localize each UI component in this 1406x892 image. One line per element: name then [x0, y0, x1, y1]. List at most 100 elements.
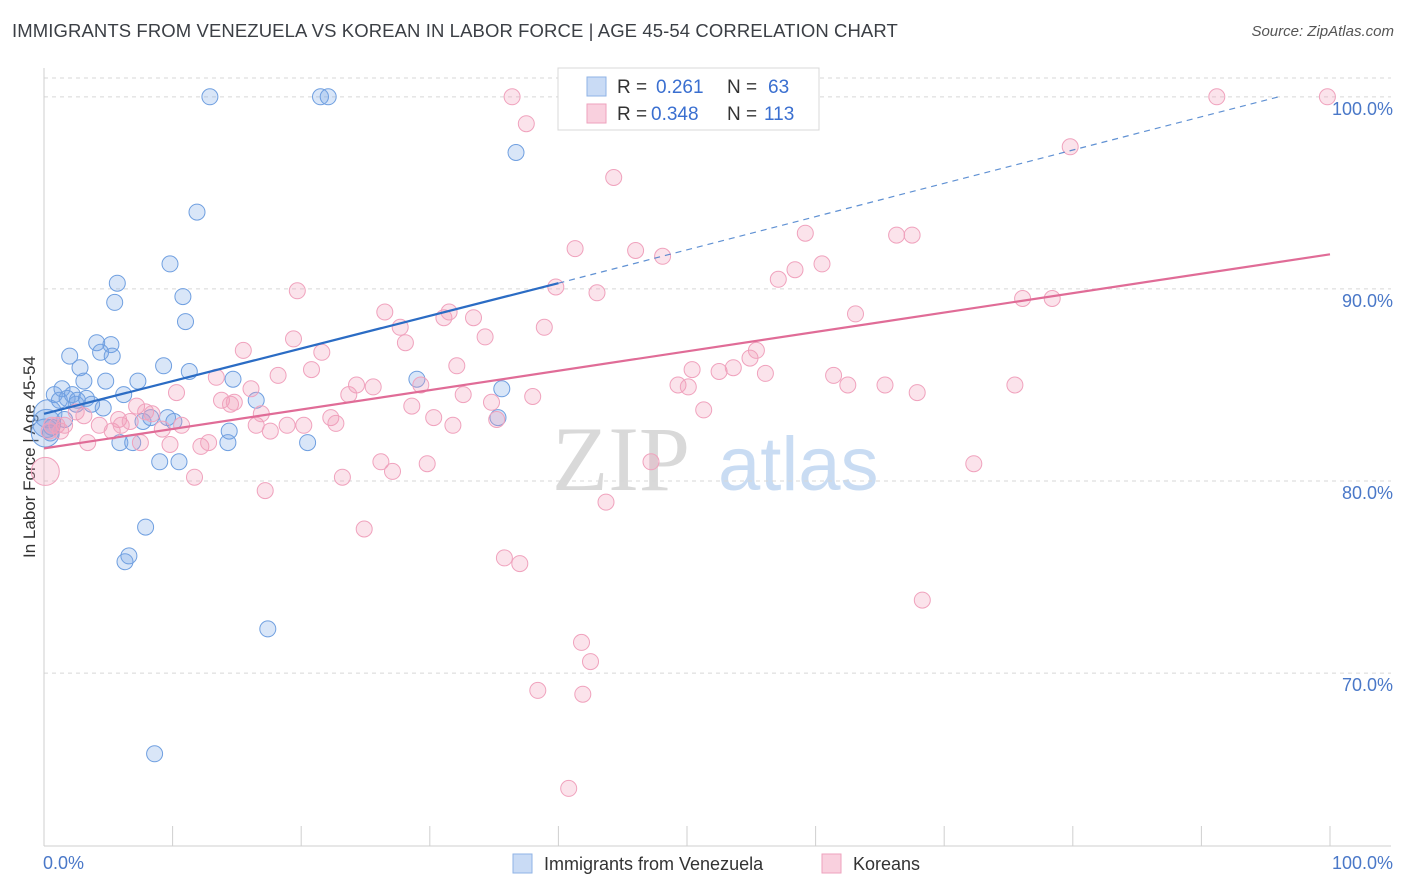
korean-point: [242, 380, 260, 398]
korean-point: [839, 376, 857, 394]
bottom-legend-swatch-korean: [821, 853, 842, 874]
korean-point: [372, 453, 390, 471]
korean-point: [285, 330, 302, 348]
y-tick-label: 90.0%: [1342, 291, 1393, 311]
y-axis-title: In Labor Force | Age 45-54: [20, 356, 39, 558]
korean-point: [128, 397, 146, 415]
korean-point: [495, 549, 513, 567]
legend-n-value-venezuela: 63: [768, 77, 789, 98]
venezuela-point: [53, 380, 71, 398]
korean-point: [30, 456, 60, 486]
venezuela-point: [174, 288, 192, 306]
korean-point: [605, 169, 623, 186]
y-tick-label: 70.0%: [1342, 675, 1393, 695]
korean-point: [1061, 138, 1079, 156]
top-legend: R = 0.261 N = 63 R = 0.348 N = 113: [557, 67, 820, 131]
korean-point: [425, 409, 443, 427]
korean-point: [261, 422, 279, 440]
korean-point: [192, 437, 210, 455]
y-tick-label: 100.0%: [1332, 99, 1393, 119]
legend-n-label-korean: N =: [727, 104, 757, 125]
korean-point: [710, 363, 728, 380]
korean-point: [769, 270, 787, 288]
korean-point: [412, 376, 430, 394]
venezuela-point: [120, 547, 138, 565]
venezuela-point: [108, 274, 126, 292]
korean-point: [1208, 88, 1226, 106]
y-tick-labels: 70.0% 80.0% 90.0% 100.0%: [1332, 99, 1393, 695]
korean-point: [517, 115, 535, 133]
korean-point: [483, 393, 500, 411]
korean-point: [756, 364, 774, 382]
korean-point: [225, 393, 243, 411]
korean-point: [454, 386, 472, 404]
venezuela-point: [61, 347, 79, 365]
korean-point: [511, 555, 529, 573]
venezuela-point: [299, 434, 317, 452]
x-ticks: [43, 826, 1331, 846]
korean-point: [813, 255, 831, 273]
korean-point: [295, 416, 313, 434]
korean-point: [524, 388, 542, 405]
korean-point: [1006, 376, 1024, 394]
korean-point: [965, 455, 983, 473]
korean-point: [200, 434, 218, 452]
korean-point: [168, 384, 185, 402]
korean-point: [654, 247, 672, 265]
bottom-legend-swatch-venezuela: [512, 853, 533, 874]
korean-point: [355, 520, 373, 538]
bottom-legend-label-venezuela: Immigrants from Venezuela: [544, 854, 764, 874]
bottom-legend-label-korean: Koreans: [853, 854, 920, 874]
venezuela-point: [201, 88, 219, 106]
korean-point: [448, 357, 466, 375]
korean-point: [465, 309, 482, 327]
korean-point: [313, 343, 331, 361]
venezuela-point: [75, 372, 93, 390]
korean-point: [503, 88, 521, 106]
korean-point: [186, 468, 203, 486]
venezuela-point: [146, 745, 164, 763]
korean-point: [679, 378, 697, 396]
y-tick-label: 80.0%: [1342, 483, 1393, 503]
watermark-zip: ZIP: [552, 408, 690, 510]
korean-point: [256, 482, 274, 500]
venezuela-point: [493, 380, 511, 398]
venezuela-point: [129, 372, 147, 390]
source-label: Source: ZipAtlas.com: [1251, 23, 1394, 40]
korean-point: [303, 361, 320, 379]
korean-point: [547, 278, 565, 296]
trend-lines: [43, 96, 1331, 450]
korean-point: [876, 376, 894, 394]
korean-point: [403, 397, 421, 415]
korean-point: [376, 303, 394, 321]
korean-point: [333, 468, 351, 486]
korean-point: [683, 361, 701, 379]
venezuela-point: [507, 144, 525, 161]
venezuela-trend-line: [43, 282, 559, 415]
venezuela-point: [177, 313, 194, 331]
korean-point: [364, 378, 382, 396]
korean-point: [56, 416, 74, 434]
korean-point: [488, 411, 506, 428]
korean-point: [588, 284, 606, 302]
korean-point: [529, 681, 547, 699]
korean-point: [161, 436, 179, 453]
korean-point: [444, 416, 462, 434]
venezuela-point: [170, 453, 188, 471]
venezuela-point: [259, 620, 277, 638]
chart-title: IMMIGRANTS FROM VENEZUELA VS KOREAN IN L…: [12, 20, 898, 41]
korean-point: [121, 413, 139, 430]
venezuela-point: [97, 372, 115, 390]
legend-r-value-korean: 0.348: [651, 104, 699, 125]
korean-point: [796, 224, 814, 242]
bottom-legend: Immigrants from Venezuela Koreans: [512, 853, 920, 874]
venezuela-point: [188, 203, 206, 221]
venezuela-point: [319, 88, 337, 106]
venezuela-point: [71, 359, 89, 377]
korean-point: [566, 240, 584, 258]
venezuela-point: [220, 422, 238, 440]
korean-point: [627, 242, 645, 259]
korean-point: [597, 493, 615, 511]
venezuela-trend-extension: [558, 96, 1279, 284]
korean-point: [695, 401, 713, 419]
